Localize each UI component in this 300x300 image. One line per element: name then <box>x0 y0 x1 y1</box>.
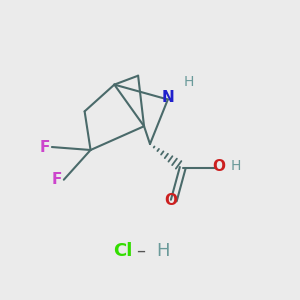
Text: H: H <box>184 75 194 88</box>
Text: F: F <box>51 172 62 187</box>
Text: O: O <box>164 193 177 208</box>
Text: H: H <box>156 242 169 260</box>
Text: F: F <box>39 140 50 154</box>
Text: H: H <box>231 159 242 173</box>
Text: –: – <box>136 242 146 260</box>
Text: Cl: Cl <box>113 242 132 260</box>
Text: N: N <box>161 91 174 106</box>
Text: O: O <box>212 159 225 174</box>
